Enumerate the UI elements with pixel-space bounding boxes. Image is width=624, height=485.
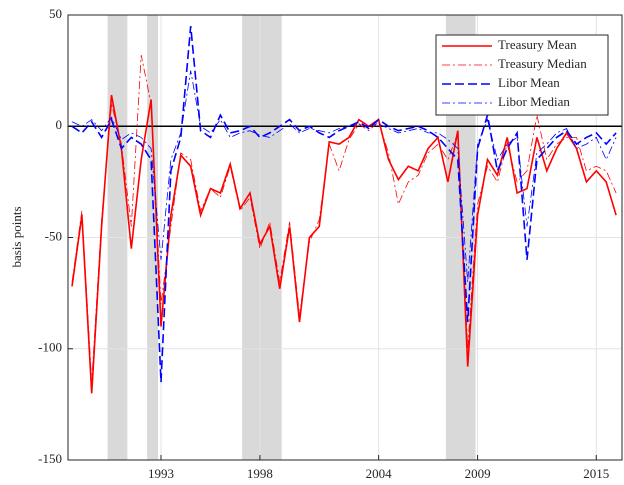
- series-line: [71, 94, 617, 394]
- y-axis-label: basis points: [9, 206, 24, 267]
- x-tick-label: 2004: [366, 466, 393, 481]
- legend-box: [435, 34, 609, 116]
- plot-frame: [67, 14, 623, 461]
- y-tick-label: -150: [38, 451, 62, 466]
- legend-label: Libor Mean: [498, 75, 560, 90]
- x-tick-label: 1993: [148, 466, 174, 481]
- series-line: [71, 70, 617, 283]
- y-tick-label: 50: [49, 6, 62, 21]
- legend-label: Libor Median: [498, 94, 570, 109]
- legend-label: Treasury Mean: [498, 37, 577, 52]
- x-tick-label: 1998: [247, 466, 273, 481]
- legend: Treasury Mean Treasury Median Libor Mean Li…: [435, 34, 609, 116]
- series-line: [71, 26, 617, 383]
- legend-label: Treasury Median: [498, 56, 587, 71]
- series-line: [71, 55, 617, 383]
- y-tick-label: 0: [56, 117, 63, 132]
- y-tick-label: -50: [45, 228, 62, 243]
- x-tick-label: 2009: [465, 466, 491, 481]
- x-tick-label: 2015: [583, 466, 609, 481]
- y-tick-label: -100: [38, 340, 62, 355]
